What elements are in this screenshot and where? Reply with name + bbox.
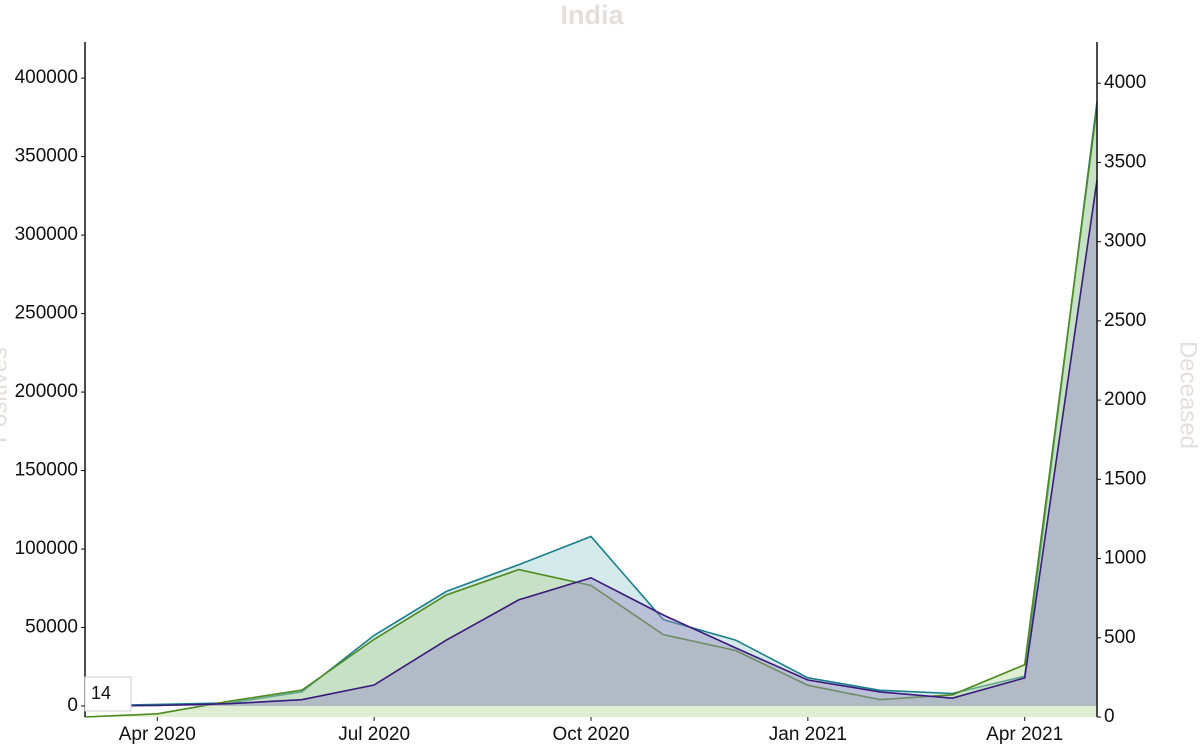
y-tick-label: 50000 (25, 617, 78, 638)
chart-title: India (560, 0, 624, 30)
y-tick-label: 400000 (15, 67, 78, 88)
y-tick-label: 150000 (15, 460, 78, 481)
y-tick-label: 250000 (15, 303, 78, 324)
series-line (84, 101, 1098, 707)
x-tick-label: Jan 2021 (769, 724, 847, 745)
area-fill (85, 107, 1097, 717)
y2-tick-label: 3500 (1104, 151, 1146, 172)
y2-tick-label: 1500 (1104, 468, 1146, 489)
x-tick-label: Oct 2020 (552, 724, 629, 745)
plot-area (84, 101, 1098, 718)
y-tick-label: 0 (67, 695, 78, 716)
area-fill (85, 180, 1097, 707)
window-input[interactable] (84, 676, 132, 712)
x-tick-label: Apr 2020 (119, 724, 196, 745)
y2-tick-label: 500 (1104, 627, 1136, 648)
x-tick-label: Jul 2020 (338, 724, 410, 745)
y-tick-label: 350000 (15, 146, 78, 167)
y2-tick-label: 3000 (1104, 231, 1146, 252)
y2-axis-label: Deceased (1175, 341, 1200, 449)
window-input-value[interactable]: 14 (91, 683, 111, 703)
y-tick-label: 200000 (15, 381, 78, 402)
y2-tick-label: 4000 (1104, 72, 1146, 93)
series-line (84, 179, 1098, 707)
y2-tick-label: 2500 (1104, 310, 1146, 331)
y-tick-label: 100000 (15, 538, 78, 559)
x-tick-label: Apr 2021 (986, 724, 1063, 745)
y2-tick-label: 1000 (1104, 548, 1146, 569)
y-axis-label: Positives (0, 347, 12, 443)
y-tick-label: 300000 (15, 224, 78, 245)
y2-tick-label: 0 (1104, 706, 1115, 727)
y2-tick-label: 2000 (1104, 389, 1146, 410)
